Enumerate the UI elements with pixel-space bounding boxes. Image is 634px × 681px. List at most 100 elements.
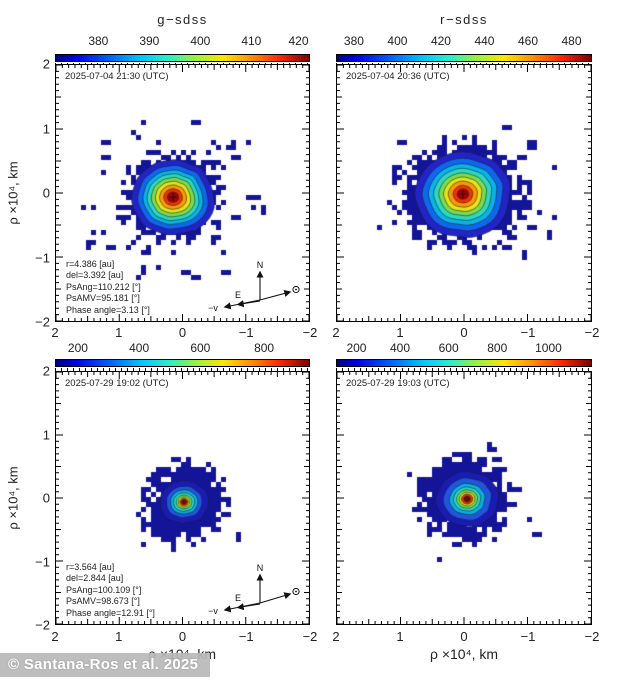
y-tick-label: −1 bbox=[35, 250, 50, 265]
east-arrow bbox=[236, 300, 261, 308]
colorbar bbox=[336, 359, 592, 367]
x-tick-label: 1 bbox=[115, 629, 123, 644]
x-tick-label: 2 bbox=[332, 325, 340, 340]
ephemeris-annotation: r=4.386 [au] del=3.392 [au] PsAng=110.212 … bbox=[66, 259, 150, 317]
annotation-line: del=2.844 [au] bbox=[66, 573, 124, 583]
x-tick-labels: 2 1 0 −1 −2 bbox=[332, 629, 599, 645]
colorbar-tick-label: 440 bbox=[474, 34, 495, 48]
east-label: E bbox=[235, 290, 241, 300]
colorbar-tick-label: 400 bbox=[129, 341, 150, 355]
x-tick-label: 0 bbox=[460, 629, 468, 644]
x-tick-labels: 2 1 0 −1 −2 bbox=[51, 325, 317, 341]
sun-symbol-icon bbox=[292, 587, 300, 596]
plot-panel-bottom-right: 2025-07-29 19:03 (UTC) bbox=[336, 371, 593, 626]
y-tick-label: 0 bbox=[42, 490, 50, 506]
colorbar-tick-labels: 200 400 600 800 bbox=[55, 341, 310, 355]
x-tick-label: 1 bbox=[115, 325, 123, 340]
annotation-line: Phase angle=12.91 [°] bbox=[66, 607, 155, 618]
y-axis-title: ρ ×10⁴, km bbox=[5, 466, 21, 530]
annotation-line: r=4.386 [au] bbox=[66, 258, 115, 269]
x-tick-label: −1 bbox=[238, 325, 254, 340]
credit-watermark: © Santana-Ros et al. 2025 bbox=[0, 653, 211, 677]
colorbar-tick-label: 380 bbox=[88, 34, 109, 48]
east-arrow bbox=[236, 603, 261, 611]
colorbar-tick-label: 600 bbox=[438, 341, 459, 355]
x-tick-labels: 2 1 0 −1 −2 bbox=[332, 325, 599, 341]
colorbar-tick-label: 400 bbox=[387, 34, 408, 48]
y-tick-label: 2 bbox=[42, 363, 50, 379]
sun-symbol-dot bbox=[295, 288, 297, 291]
annotation-line: PsAng=100.109 [°] bbox=[66, 584, 142, 595]
x-tick-label: −1 bbox=[520, 325, 536, 340]
colorbar-tick-labels: 380 390 400 410 420 bbox=[55, 34, 310, 48]
annotation-line: del=3.392 [au] bbox=[66, 270, 124, 280]
coma-heatmap bbox=[337, 65, 593, 323]
observation-timestamp: 2025-07-04 20:36 (UTC) bbox=[346, 71, 450, 82]
colorbar-tick-label: 480 bbox=[561, 34, 582, 48]
y-tick-label: −2 bbox=[35, 617, 50, 633]
y-tick-labels: 2 1 0 −1 −2 bbox=[22, 57, 50, 330]
orientation-compass: N −v E bbox=[208, 260, 300, 313]
x-tick-label: 0 bbox=[178, 325, 187, 340]
x-tick-label: −2 bbox=[584, 629, 600, 644]
observation-timestamp: 2025-07-04 21:30 (UTC) bbox=[65, 71, 169, 82]
x-tick-label: 2 bbox=[51, 325, 59, 340]
colorbar-tick-marks bbox=[336, 368, 592, 372]
y-tick-label: 1 bbox=[42, 427, 50, 442]
plot-panel-bottom-left: 2025-07-29 19:02 (UTC) r=3.564 [au] del=2… bbox=[55, 371, 311, 626]
sun-symbol-dot bbox=[295, 590, 297, 593]
neg-velocity-label: −v bbox=[208, 606, 218, 616]
annotation-line: PsAMV=95.181 [°] bbox=[66, 293, 140, 303]
colorbar-tick-label: 420 bbox=[288, 34, 309, 48]
north-label: N bbox=[257, 563, 264, 573]
x-tick-label: 2 bbox=[332, 629, 340, 644]
neg-velocity-label: −v bbox=[208, 303, 218, 313]
colorbar-tick-label: 200 bbox=[67, 341, 88, 355]
colorbar-tick-label: 390 bbox=[139, 34, 160, 48]
colorbar bbox=[336, 54, 592, 62]
east-label: E bbox=[235, 593, 241, 603]
x-tick-label: 1 bbox=[396, 325, 404, 340]
plot-panel-top-right: 2025-07-04 20:36 (UTC) bbox=[336, 64, 593, 323]
x-tick-label: −2 bbox=[302, 629, 318, 644]
colorbar-tick-label: 380 bbox=[343, 34, 364, 48]
colorbar-tick-label: 800 bbox=[487, 341, 508, 355]
x-tick-label: 0 bbox=[178, 629, 187, 644]
colorbar-tick-label: 600 bbox=[190, 341, 211, 355]
colorbar-tick-labels: 200 400 600 800 1000 bbox=[336, 341, 592, 355]
north-label: N bbox=[257, 260, 264, 270]
annotation-line: r=3.564 [au] bbox=[66, 561, 115, 572]
colorbar-tick-labels: 380 400 420 440 460 480 bbox=[336, 34, 592, 48]
x-tick-label: −1 bbox=[520, 629, 536, 644]
y-tick-label: −1 bbox=[35, 554, 50, 569]
y-tick-labels: 2 1 0 −1 −2 bbox=[22, 364, 50, 633]
x-tick-label: 2 bbox=[51, 629, 59, 644]
annotation-line: Phase angle=3.13 [°] bbox=[66, 304, 150, 315]
observation-timestamp: 2025-07-29 19:03 (UTC) bbox=[346, 378, 450, 389]
x-tick-label: −2 bbox=[302, 325, 318, 340]
colorbar-tick-label: 400 bbox=[190, 34, 211, 48]
x-tick-label: −2 bbox=[584, 325, 600, 340]
colorbar-tick-label: 420 bbox=[430, 34, 451, 48]
y-tick-label: 0 bbox=[42, 185, 50, 201]
x-tick-label: 0 bbox=[460, 325, 468, 340]
sunward-arrow bbox=[259, 290, 292, 301]
x-tick-label: −1 bbox=[238, 629, 254, 644]
y-tick-label: 1 bbox=[42, 121, 50, 136]
coma-heatmap bbox=[337, 372, 593, 626]
colorbar bbox=[55, 359, 310, 367]
colorbar-title: r−sdss bbox=[440, 12, 488, 27]
colorbar-title: g−sdss bbox=[157, 12, 208, 27]
x-tick-labels: 2 1 0 −1 −2 bbox=[51, 629, 317, 645]
colorbar-tick-label: 460 bbox=[517, 34, 539, 48]
y-tick-label: −2 bbox=[35, 314, 50, 330]
x-tick-label: 1 bbox=[396, 629, 404, 644]
annotation-line: PsAMV=98.673 [°] bbox=[66, 596, 140, 606]
colorbar-tick-marks bbox=[55, 368, 310, 372]
y-axis-title: ρ ×10⁴, km bbox=[5, 161, 21, 225]
colorbar-tick-label: 800 bbox=[254, 341, 275, 355]
ephemeris-annotation: r=3.564 [au] del=2.844 [au] PsAng=100.109 … bbox=[66, 562, 155, 620]
orientation-compass: N −v E bbox=[208, 563, 300, 616]
observation-timestamp: 2025-07-29 19:02 (UTC) bbox=[65, 378, 169, 389]
